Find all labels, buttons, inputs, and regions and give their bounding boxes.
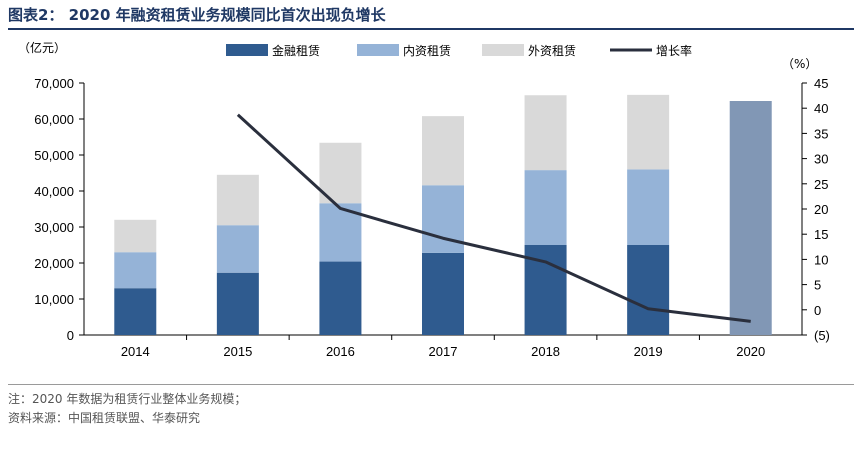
- legend-label: 外资租赁: [528, 44, 576, 58]
- left-axis-tick-label: 60,000: [34, 112, 74, 127]
- bar-segment: [319, 142, 362, 204]
- bar-segment: [627, 94, 670, 170]
- bar-segment: [216, 225, 259, 273]
- legend-label: 内资租赁: [403, 44, 451, 58]
- bar-2020-total: [729, 101, 772, 335]
- x-axis-tick-label: 2019: [634, 344, 663, 359]
- x-axis-tick-label: 2020: [736, 344, 765, 359]
- left-axis-tick-label: 30,000: [34, 220, 74, 235]
- legend-swatch: [226, 44, 268, 56]
- left-axis-tick-label: 0: [67, 328, 74, 343]
- bar-segment: [627, 245, 670, 335]
- bar-segment: [319, 261, 362, 335]
- left-axis-tick-label: 70,000: [34, 76, 74, 91]
- bar-segment: [114, 219, 157, 253]
- right-axis-tick-label: 25: [814, 177, 828, 192]
- chart-source: 资料来源：中国租赁联盟、华泰研究: [8, 411, 201, 425]
- title-divider: [8, 28, 854, 30]
- bar-segment: [524, 170, 567, 245]
- x-axis-tick-label: 2017: [429, 344, 458, 359]
- right-axis-tick-label: 10: [814, 252, 828, 267]
- right-axis-tick-label: 40: [814, 101, 828, 116]
- bar-segment: [114, 288, 157, 335]
- bar-segment: [216, 272, 259, 335]
- legend-label: 金融租赁: [272, 43, 320, 58]
- right-axis-tick-label: 30: [814, 152, 828, 167]
- right-axis-tick-label: 0: [814, 303, 821, 318]
- legend-label: 增长率: [656, 43, 692, 58]
- chart-note: 注：2020 年数据为租赁行业整体业务规模；: [8, 392, 247, 406]
- bar-segment: [216, 174, 259, 226]
- right-axis-tick-label: (5): [814, 328, 830, 343]
- right-axis-tick-label: 15: [814, 227, 828, 242]
- right-axis-unit: （%）: [782, 57, 817, 71]
- left-axis-tick-label: 40,000: [34, 184, 74, 199]
- right-axis-tick-label: 5: [814, 278, 821, 293]
- footer-divider: [8, 384, 854, 385]
- right-axis-tick-label: 20: [814, 202, 828, 217]
- left-axis-unit: （亿元）: [18, 40, 66, 55]
- legend-swatch: [357, 44, 399, 56]
- bar-segment: [627, 169, 670, 245]
- left-axis-tick-label: 10,000: [34, 292, 74, 307]
- chart-title: 图表2： 2020 年融资租赁业务规模同比首次出现负增长: [8, 6, 386, 24]
- right-axis-tick-label: 45: [814, 76, 828, 91]
- growth-rate-line: [236, 113, 751, 323]
- right-axis-tick-label: 35: [814, 126, 828, 141]
- x-axis-tick-label: 2015: [223, 344, 252, 359]
- bar-segment: [422, 252, 464, 335]
- x-axis-tick-label: 2016: [326, 344, 355, 359]
- x-axis-tick-label: 2018: [531, 344, 560, 359]
- bar-segment: [422, 116, 464, 186]
- x-axis-tick-label: 2014: [121, 344, 150, 359]
- left-axis-tick-label: 50,000: [34, 148, 74, 163]
- bar-segment: [524, 95, 567, 171]
- legend-swatch: [482, 44, 524, 56]
- bar-segment: [114, 252, 157, 289]
- chart-canvas: 0 10,000 20,000 30,000 40,000 50,000 60,000 70,…: [18, 40, 830, 359]
- left-axis-tick-label: 20,000: [34, 256, 74, 271]
